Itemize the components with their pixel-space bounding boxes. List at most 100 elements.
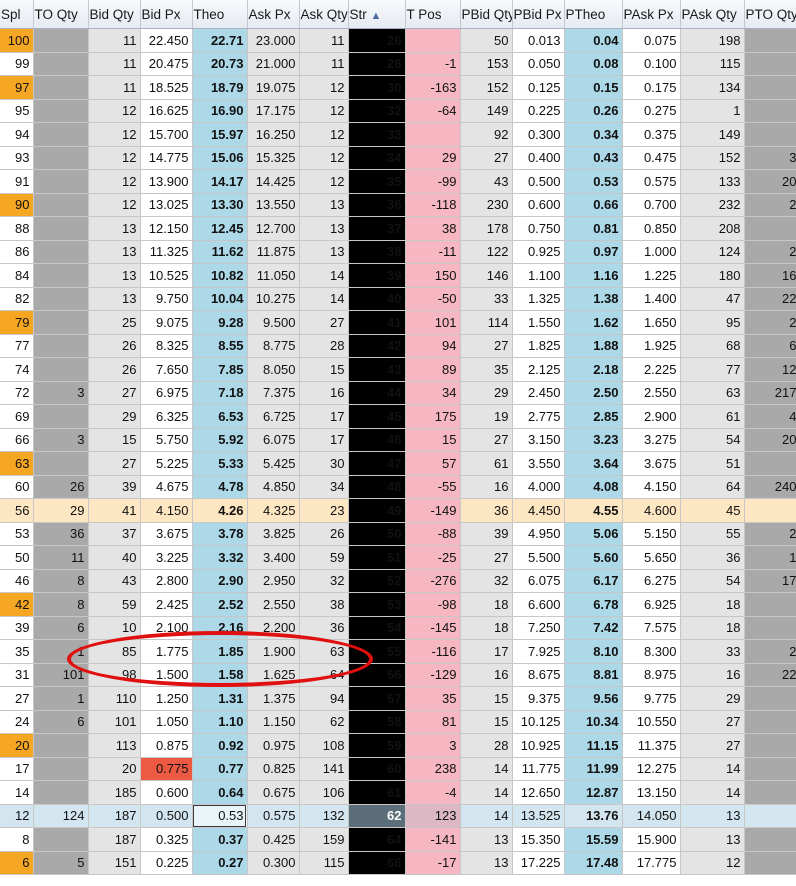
pbid-qty-cell[interactable]: 61: [460, 452, 512, 476]
to-qty-cell[interactable]: [33, 123, 88, 147]
table-row[interactable]: 93 12 14.775 15.06 15.325 12 34 29 27 0.400 0.43 0.…: [0, 146, 796, 170]
bid-qty-cell[interactable]: 12: [88, 193, 140, 217]
pask-px-cell[interactable]: 4.150: [622, 475, 680, 499]
bid-px-cell[interactable]: 22.450: [140, 29, 192, 53]
bid-qty-cell[interactable]: 25: [88, 311, 140, 335]
strike-cell[interactable]: 66: [348, 851, 405, 875]
col-header-ptheo[interactable]: PTheo: [564, 0, 622, 29]
pask-qty-cell[interactable]: 55: [680, 522, 744, 546]
pbid-qty-cell[interactable]: 149: [460, 99, 512, 123]
ask-px-cell[interactable]: 2.200: [247, 616, 299, 640]
to-qty-cell[interactable]: [33, 452, 88, 476]
pbid-px-cell[interactable]: 9.375: [512, 687, 564, 711]
pask-qty-cell[interactable]: 64: [680, 475, 744, 499]
pto-qty-cell[interactable]: [744, 593, 796, 617]
pask-px-cell[interactable]: 0.475: [622, 146, 680, 170]
pask-qty-cell[interactable]: 27: [680, 710, 744, 734]
spot-cell[interactable]: 53: [0, 522, 33, 546]
ask-px-cell[interactable]: 0.675: [247, 781, 299, 805]
strike-cell[interactable]: 49: [348, 499, 405, 523]
bid-px-cell[interactable]: 10.525: [140, 264, 192, 288]
pbid-px-cell[interactable]: 4.450: [512, 499, 564, 523]
pbid-px-cell[interactable]: 0.750: [512, 217, 564, 241]
pto-qty-cell[interactable]: 4: [744, 405, 796, 429]
bid-qty-cell[interactable]: 13: [88, 217, 140, 241]
pto-qty-cell[interactable]: 2: [744, 240, 796, 264]
bid-qty-cell[interactable]: 13: [88, 287, 140, 311]
ask-qty-cell[interactable]: 27: [299, 311, 348, 335]
strike-cell[interactable]: 38: [348, 240, 405, 264]
t-pos-cell[interactable]: -116: [405, 640, 460, 664]
t-pos-cell[interactable]: 34: [405, 381, 460, 405]
t-pos-cell[interactable]: -25: [405, 546, 460, 570]
ask-qty-cell[interactable]: 141: [299, 757, 348, 781]
theo-cell[interactable]: 2.52: [192, 593, 247, 617]
pbid-qty-cell[interactable]: 29: [460, 381, 512, 405]
to-qty-cell[interactable]: [33, 29, 88, 53]
table-row[interactable]: 63 27 5.225 5.33 5.425 30 47 57 61 3.550 3.64 3.675…: [0, 452, 796, 476]
table-row[interactable]: 12 124 187 0.500 0.53 0.575 132 62 123 14 13.525 13…: [0, 804, 796, 828]
to-qty-cell[interactable]: 8: [33, 593, 88, 617]
col-header-to-qty[interactable]: TO Qty: [33, 0, 88, 29]
table-row[interactable]: 20 113 0.875 0.92 0.975 108 59 3 28 10.925 11.15 11…: [0, 734, 796, 758]
bid-qty-cell[interactable]: 110: [88, 687, 140, 711]
ask-qty-cell[interactable]: 30: [299, 452, 348, 476]
ask-qty-cell[interactable]: 16: [299, 381, 348, 405]
ask-px-cell[interactable]: 0.975: [247, 734, 299, 758]
spot-cell[interactable]: 35: [0, 640, 33, 664]
ptheo-cell[interactable]: 10.34: [564, 710, 622, 734]
bid-qty-cell[interactable]: 12: [88, 170, 140, 194]
table-row[interactable]: 88 13 12.150 12.45 12.700 13 37 38 178 0.750 0.81 0…: [0, 217, 796, 241]
bid-qty-cell[interactable]: 11: [88, 76, 140, 100]
theo-cell[interactable]: 1.58: [192, 663, 247, 687]
pto-qty-cell[interactable]: 20: [744, 428, 796, 452]
spot-cell[interactable]: 86: [0, 240, 33, 264]
strike-cell[interactable]: 45: [348, 405, 405, 429]
pto-qty-cell[interactable]: 16: [744, 264, 796, 288]
theo-cell[interactable]: 18.79: [192, 76, 247, 100]
to-qty-cell[interactable]: [33, 99, 88, 123]
pask-px-cell[interactable]: 0.100: [622, 52, 680, 76]
t-pos-cell[interactable]: 81: [405, 710, 460, 734]
table-row[interactable]: 66 3 15 5.750 5.92 6.075 17 46 15 27 3.150 3.23 3.27…: [0, 428, 796, 452]
pto-qty-cell[interactable]: [744, 616, 796, 640]
pto-qty-cell[interactable]: [744, 217, 796, 241]
strike-cell[interactable]: 57: [348, 687, 405, 711]
t-pos-cell[interactable]: 3: [405, 734, 460, 758]
table-row[interactable]: 72 3 27 6.975 7.18 7.375 16 44 34 29 2.450 2.50 2.55…: [0, 381, 796, 405]
strike-cell[interactable]: 62: [348, 804, 405, 828]
pask-qty-cell[interactable]: 115: [680, 52, 744, 76]
pask-qty-cell[interactable]: 18: [680, 616, 744, 640]
bid-px-cell[interactable]: 5.750: [140, 428, 192, 452]
theo-cell[interactable]: 11.62: [192, 240, 247, 264]
to-qty-cell[interactable]: 124: [33, 804, 88, 828]
table-row[interactable]: 84 13 10.525 10.82 11.050 14 39 150 146 1.100 1.16…: [0, 264, 796, 288]
spot-cell[interactable]: 99: [0, 52, 33, 76]
bid-px-cell[interactable]: 0.325: [140, 828, 192, 852]
ask-qty-cell[interactable]: 12: [299, 146, 348, 170]
pbid-qty-cell[interactable]: 152: [460, 76, 512, 100]
pask-px-cell[interactable]: 6.925: [622, 593, 680, 617]
t-pos-cell[interactable]: 123: [405, 804, 460, 828]
theo-cell[interactable]: 3.32: [192, 546, 247, 570]
col-header-spl[interactable]: Spl: [0, 0, 33, 29]
spot-cell[interactable]: 6: [0, 851, 33, 875]
strike-cell[interactable]: 26: [348, 29, 405, 53]
bid-px-cell[interactable]: 0.225: [140, 851, 192, 875]
ptheo-cell[interactable]: 2.50: [564, 381, 622, 405]
pask-qty-cell[interactable]: 36: [680, 546, 744, 570]
col-header-pto-qty[interactable]: PTO Qty: [744, 0, 796, 29]
spot-cell[interactable]: 20: [0, 734, 33, 758]
bid-qty-cell[interactable]: 10: [88, 616, 140, 640]
table-row[interactable]: 79 25 9.075 9.28 9.500 27 41 101 114 1.550 1.62 1.6…: [0, 311, 796, 335]
t-pos-cell[interactable]: 89: [405, 358, 460, 382]
pbid-px-cell[interactable]: 3.550: [512, 452, 564, 476]
ask-px-cell[interactable]: 8.775: [247, 334, 299, 358]
ask-qty-cell[interactable]: 11: [299, 29, 348, 53]
strike-cell[interactable]: 41: [348, 311, 405, 335]
spot-cell[interactable]: 31: [0, 663, 33, 687]
table-row[interactable]: 17 20 0.775 0.77 0.825 141 60 238 14 11.775 11.99 1…: [0, 757, 796, 781]
ptheo-cell[interactable]: 11.99: [564, 757, 622, 781]
pbid-qty-cell[interactable]: 122: [460, 240, 512, 264]
theo-cell[interactable]: 20.73: [192, 52, 247, 76]
